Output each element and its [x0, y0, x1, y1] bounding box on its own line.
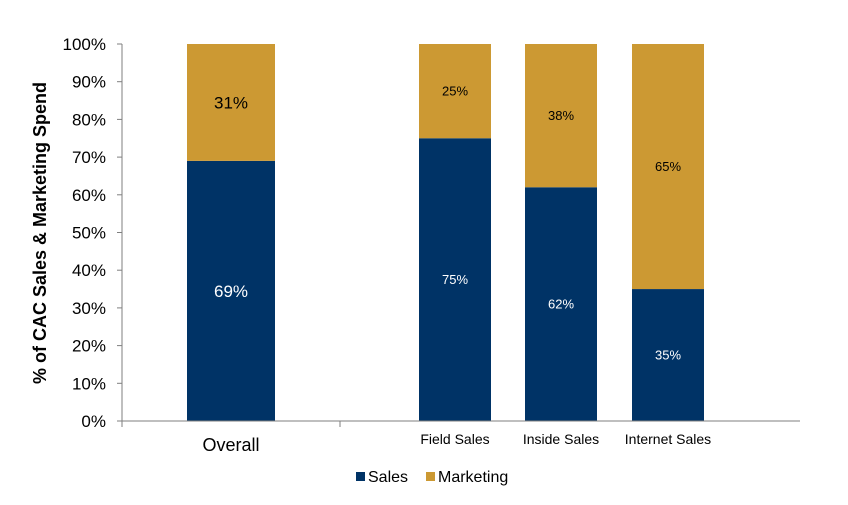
bars	[187, 44, 704, 421]
bar-sales-overall	[187, 160, 275, 421]
y-tick-label: 0%	[81, 412, 106, 431]
bar-marketing-field-sales	[419, 44, 491, 139]
y-tick-label: 90%	[72, 73, 106, 92]
data-label: 65%	[655, 159, 681, 174]
data-labels: 69% 31% 75% 25% 62% 38% 35% 65%	[214, 84, 681, 363]
y-tick-label: 10%	[72, 374, 106, 393]
legend-swatch-marketing	[426, 472, 435, 481]
bar-marketing-internet-sales	[632, 44, 704, 290]
legend-swatch-sales	[356, 472, 365, 481]
y-tick-label: 40%	[72, 261, 106, 280]
data-label: 31%	[214, 93, 248, 112]
bar-sales-inside-sales	[525, 187, 597, 421]
bar-sales-field-sales	[419, 138, 491, 421]
data-label: 62%	[548, 297, 574, 312]
legend-label-marketing: Marketing	[438, 469, 508, 486]
y-axis-label: % of CAC Sales & Marketing Spend	[30, 82, 50, 384]
category-labels: Overall Field Sales Inside Sales Internet S…	[202, 431, 711, 455]
y-axis-ticks: 0% 10% 20% 30% 40% 50% 60% 70% 80% 90% 100%	[63, 35, 122, 431]
y-tick-label: 20%	[72, 337, 106, 356]
data-label: 35%	[655, 348, 681, 363]
y-tick-label: 80%	[72, 110, 106, 129]
y-tick-label: 30%	[72, 299, 106, 318]
category-label: Internet Sales	[625, 431, 711, 447]
category-label: Inside Sales	[523, 431, 599, 447]
data-label: 75%	[442, 272, 468, 287]
bar-marketing-inside-sales	[525, 44, 597, 188]
category-label: Field Sales	[420, 431, 489, 447]
y-tick-label: 70%	[72, 148, 106, 167]
data-label: 25%	[442, 84, 468, 99]
category-label: Overall	[202, 435, 259, 455]
data-label: 69%	[214, 282, 248, 301]
data-label: 38%	[548, 108, 574, 123]
bar-sales-internet-sales	[632, 289, 704, 421]
y-tick-label: 100%	[63, 35, 106, 54]
bar-marketing-overall	[187, 44, 275, 161]
y-tick-label: 60%	[72, 186, 106, 205]
legend: Sales Marketing	[356, 469, 508, 486]
axes	[121, 44, 800, 427]
legend-label-sales: Sales	[368, 469, 408, 486]
y-tick-label: 50%	[72, 224, 106, 243]
